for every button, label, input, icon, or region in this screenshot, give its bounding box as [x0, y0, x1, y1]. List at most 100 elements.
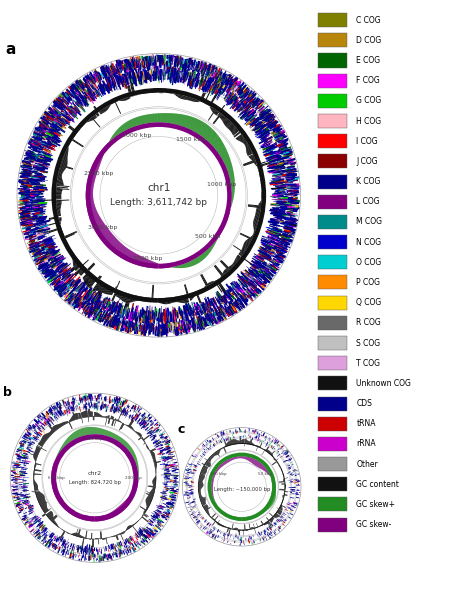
Wedge shape [228, 215, 229, 216]
Wedge shape [229, 174, 234, 176]
Wedge shape [257, 463, 260, 467]
Wedge shape [292, 183, 296, 185]
Wedge shape [91, 546, 92, 552]
Wedge shape [73, 433, 76, 439]
Wedge shape [98, 302, 101, 306]
Wedge shape [135, 63, 137, 69]
Wedge shape [152, 527, 155, 531]
Wedge shape [39, 501, 46, 504]
Wedge shape [290, 170, 295, 172]
Wedge shape [56, 191, 62, 192]
Wedge shape [124, 408, 127, 412]
Wedge shape [274, 143, 284, 148]
Wedge shape [65, 410, 67, 412]
Wedge shape [146, 504, 149, 506]
Wedge shape [232, 87, 237, 94]
Wedge shape [87, 287, 93, 294]
Wedge shape [163, 323, 165, 330]
Wedge shape [196, 61, 200, 69]
Wedge shape [289, 223, 297, 226]
Wedge shape [247, 113, 254, 119]
Wedge shape [106, 84, 111, 91]
Wedge shape [259, 264, 264, 268]
Wedge shape [27, 237, 35, 240]
Wedge shape [76, 430, 79, 437]
Wedge shape [164, 317, 165, 320]
Wedge shape [116, 130, 119, 135]
Wedge shape [262, 537, 264, 540]
Wedge shape [193, 302, 197, 310]
Wedge shape [240, 103, 247, 111]
Wedge shape [101, 516, 102, 521]
Wedge shape [152, 307, 153, 316]
Wedge shape [187, 507, 189, 508]
Wedge shape [261, 521, 263, 525]
Wedge shape [59, 171, 63, 173]
Wedge shape [120, 314, 123, 319]
Wedge shape [105, 554, 107, 557]
Wedge shape [283, 149, 291, 153]
Wedge shape [86, 292, 90, 297]
Wedge shape [109, 513, 111, 519]
Wedge shape [56, 281, 60, 285]
Wedge shape [269, 438, 271, 441]
Wedge shape [86, 189, 93, 191]
Wedge shape [138, 326, 140, 335]
Wedge shape [248, 97, 254, 103]
Wedge shape [280, 166, 285, 169]
Wedge shape [27, 159, 30, 160]
Wedge shape [147, 114, 149, 123]
Wedge shape [144, 57, 147, 66]
Wedge shape [229, 305, 235, 313]
Wedge shape [267, 521, 269, 524]
Wedge shape [141, 332, 142, 336]
Wedge shape [105, 538, 106, 539]
Wedge shape [147, 321, 149, 328]
Wedge shape [169, 315, 172, 322]
Wedge shape [78, 84, 81, 88]
Wedge shape [139, 257, 142, 266]
Wedge shape [40, 170, 47, 173]
Wedge shape [226, 438, 227, 442]
Wedge shape [34, 467, 36, 468]
Wedge shape [93, 549, 94, 552]
Wedge shape [224, 448, 226, 453]
Wedge shape [155, 510, 159, 512]
Wedge shape [260, 121, 265, 126]
Wedge shape [35, 156, 43, 161]
Wedge shape [205, 508, 209, 510]
Wedge shape [245, 114, 253, 121]
Wedge shape [244, 276, 249, 281]
Wedge shape [56, 188, 60, 189]
Wedge shape [164, 487, 169, 489]
Wedge shape [148, 522, 152, 526]
Wedge shape [249, 516, 250, 519]
Wedge shape [188, 504, 190, 505]
Wedge shape [208, 70, 212, 78]
FancyBboxPatch shape [319, 437, 347, 451]
Wedge shape [96, 427, 97, 435]
Wedge shape [186, 96, 187, 100]
Wedge shape [239, 109, 245, 115]
Wedge shape [91, 299, 94, 304]
Wedge shape [84, 558, 85, 561]
Wedge shape [34, 471, 35, 472]
Wedge shape [257, 130, 264, 135]
Wedge shape [55, 256, 64, 263]
Wedge shape [49, 248, 55, 252]
Text: R COG: R COG [356, 319, 381, 328]
Wedge shape [60, 223, 61, 224]
Wedge shape [65, 441, 68, 444]
Wedge shape [235, 102, 237, 105]
Wedge shape [29, 249, 36, 254]
Wedge shape [23, 490, 25, 491]
Wedge shape [127, 425, 128, 426]
Wedge shape [250, 267, 255, 272]
Wedge shape [149, 325, 152, 331]
Wedge shape [110, 555, 113, 560]
Wedge shape [154, 427, 157, 430]
Wedge shape [267, 503, 272, 506]
Wedge shape [214, 141, 222, 148]
Wedge shape [266, 265, 272, 270]
Wedge shape [90, 291, 96, 299]
